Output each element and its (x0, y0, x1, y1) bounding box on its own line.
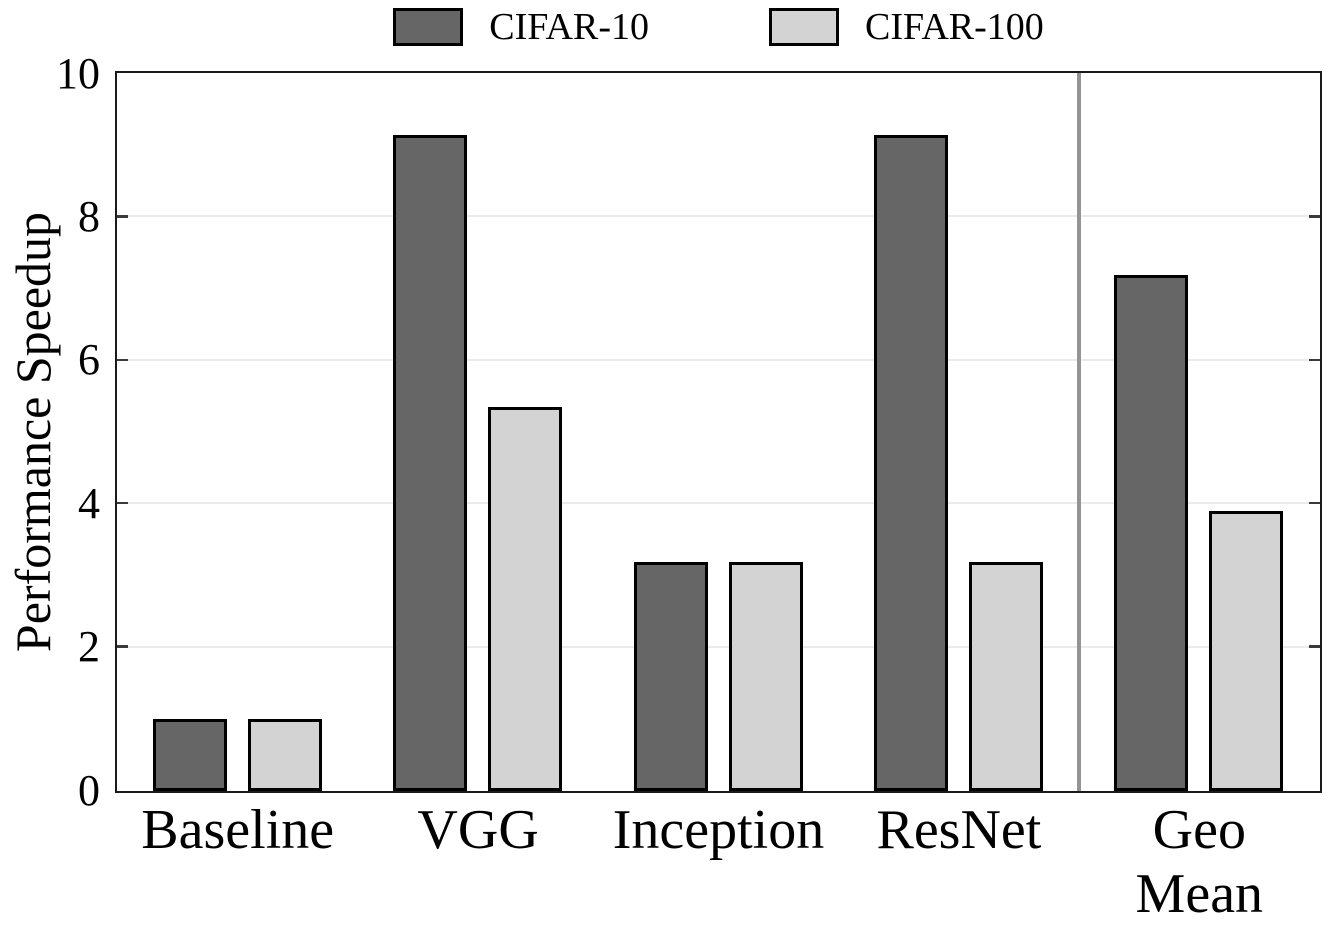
y-tick-label-0: 0 (78, 765, 100, 815)
y-tick-right-8 (1309, 215, 1320, 218)
y-tick-right-6 (1309, 358, 1320, 362)
y-tick-left-8 (117, 215, 128, 218)
legend-label-cifar-10: CIFAR-10 (489, 6, 649, 48)
bar-cifar-10-geo-mean (1114, 274, 1189, 791)
x-tick-label-inception: Inception (613, 798, 824, 862)
y-tick-right-4 (1309, 501, 1320, 505)
x-tick-label-resnet: ResNet (876, 798, 1041, 862)
bar-cifar-100-baseline (247, 719, 322, 791)
bar-cifar-100-vgg (488, 407, 563, 791)
x-tick-label-line: Baseline (141, 799, 335, 861)
y-tick-label-2: 2 (78, 622, 100, 672)
gridline-y-2 (117, 645, 1320, 648)
bar-cifar-100-inception (728, 561, 803, 791)
legend-swatch-cifar-10 (393, 8, 464, 46)
legend-item-cifar-10: CIFAR-10 (393, 8, 649, 46)
y-tick-left-6 (117, 358, 128, 362)
y-tick-label-10: 10 (56, 48, 100, 98)
x-tick-label-line: VGG (417, 799, 539, 861)
group-separator-line (1076, 73, 1081, 791)
x-tick-label-geo-mean: Geo Mean (1136, 798, 1264, 926)
legend-item-cifar-100: CIFAR-100 (769, 8, 1044, 46)
x-tick-label-vgg: VGG (417, 798, 538, 862)
y-tick-right-2 (1309, 645, 1320, 648)
y-tick-label-6: 6 (78, 335, 100, 385)
gridline-y-8 (117, 215, 1320, 218)
bar-cifar-100-resnet (968, 561, 1043, 791)
chart-legend: CIFAR-10 CIFAR-100 (115, 8, 1322, 46)
y-axis-title: Performance Speedup (5, 211, 61, 653)
x-tick-label-line: Mean (1135, 863, 1264, 925)
legend-label-cifar-100: CIFAR-100 (865, 6, 1044, 48)
x-tick-label-line: Geo (1152, 799, 1246, 861)
bar-cifar-100-geo-mean (1209, 511, 1284, 791)
x-tick-label-line: Inception (612, 799, 825, 861)
y-tick-left-4 (117, 501, 128, 505)
legend-swatch-cifar-100 (769, 8, 839, 46)
gridline-y-4 (117, 502, 1320, 505)
x-tick-label-baseline: Baseline (141, 798, 334, 862)
y-tick-left-2 (117, 645, 128, 648)
bar-cifar-10-inception (633, 561, 708, 791)
x-tick-label-line: ResNet (876, 799, 1042, 861)
bar-cifar-10-baseline (152, 719, 227, 791)
bar-cifar-10-resnet (873, 134, 948, 791)
bar-cifar-10-vgg (393, 134, 468, 791)
y-tick-label-8: 8 (78, 191, 100, 241)
y-tick-label-4: 4 (78, 478, 100, 528)
gridline-y-6 (117, 358, 1320, 361)
plot-area (115, 71, 1322, 793)
